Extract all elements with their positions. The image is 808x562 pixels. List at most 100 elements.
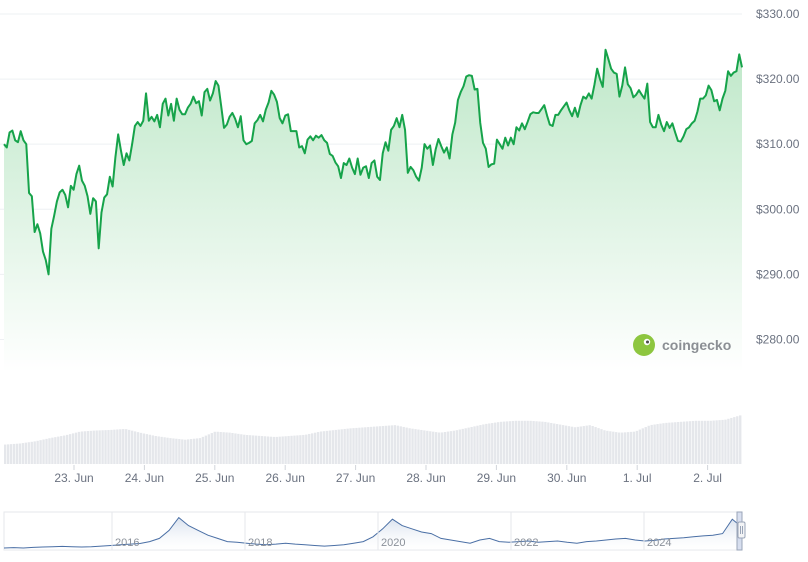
volume-bar [517,420,520,464]
volume-bar [739,415,742,464]
volume-bar [541,421,544,464]
volume-bar [381,426,385,464]
volume-bar [417,429,420,464]
volume-bar [36,440,39,464]
navigator: 2016 2018 2020 2022 2024 [3,511,746,551]
volume-bar [606,430,609,464]
volume-bar [127,429,131,464]
volume-bar [582,426,585,464]
volume-bar [443,431,447,464]
volume-bar [95,430,98,464]
volume-bar [721,419,724,464]
volume-bar [284,436,287,464]
volume-bar [437,432,441,464]
volume-bar [429,431,432,464]
coingecko-logo-pupil-icon [646,340,649,344]
x-tick-label: 29. Jun [477,471,516,485]
volume-bar [671,422,674,464]
volume-bar [225,432,228,464]
volume-bar [33,441,36,464]
volume-bar [674,422,677,464]
volume-bar [296,435,299,464]
volume-bar [727,418,730,464]
volume-bar [166,437,169,464]
volume-bar [650,424,653,464]
volume-bar [340,429,343,464]
volume-bar [550,422,553,464]
volume-bar [98,430,101,464]
volume-bar [452,430,456,464]
volume-bar [505,421,509,464]
volume-bar [715,420,718,464]
volume-bar [21,443,25,464]
volume-bar [479,425,482,464]
x-tick-label: 30. Jun [547,471,586,485]
volume-bar [688,421,692,464]
volume-bar [653,424,656,464]
volume-bar [349,428,352,464]
volume-bar [476,425,479,464]
volume-bar [508,421,512,464]
volume-bar [458,429,461,464]
volume-bar [27,442,30,464]
volume-bar [201,436,205,464]
volume-bar [370,426,373,464]
volume-bar [567,426,571,464]
volume-bar [709,420,712,464]
volume-bar [499,421,503,464]
volume-bar [187,439,190,464]
volume-bar [113,429,116,464]
volume-bar [154,436,157,464]
volume-bar [198,438,202,464]
volume-bar [92,430,95,464]
volume-bar [216,431,219,464]
volume-bar [361,427,364,464]
volume-bar [378,426,382,464]
volume-bar [204,435,208,464]
volume-bar [71,433,75,464]
price-area [4,49,742,373]
volume-bar [618,432,621,464]
volume-bar [51,437,54,464]
volume-bar [358,427,361,464]
volume-bar [136,432,140,464]
volume-bar [293,435,296,464]
volume-bar [213,431,216,464]
volume-bar [647,425,650,464]
volume-bar [308,433,311,464]
volume-bar [502,421,506,464]
volume-bar [659,423,662,464]
volume-bar [629,431,633,464]
y-axis: $330.00 $320.00 $310.00 $300.00 $290.00 $280.… [756,7,800,346]
volume-bar [101,430,104,464]
volume-bar [375,426,379,464]
x-tick-label: 28. Jun [406,471,445,485]
volume-bar [249,435,252,464]
volume-bar [597,428,600,464]
volume-bar [175,438,178,464]
volume-bar [39,440,42,464]
volume-bar [257,435,261,464]
volume-bar [192,438,196,464]
volume-bar [184,439,187,464]
volume-bar [426,430,429,464]
volume-bar [195,438,199,464]
volume-bar [558,424,562,464]
volume-bar [434,432,438,464]
volume-bar [464,428,467,464]
volume-bar [290,435,293,464]
volume-bar [733,417,736,464]
volume-bar [86,431,90,464]
volume-bar [83,431,87,464]
volume-bar [538,421,541,464]
volume-bar [446,431,450,464]
volume-bar [15,443,19,464]
navigator-handle-right[interactable] [737,521,746,539]
volume-bar [18,443,22,464]
navigator-tick-label: 2016 [115,537,139,549]
volume-bar [556,424,559,464]
volume-bar [334,429,337,464]
volume-bar [526,420,529,464]
